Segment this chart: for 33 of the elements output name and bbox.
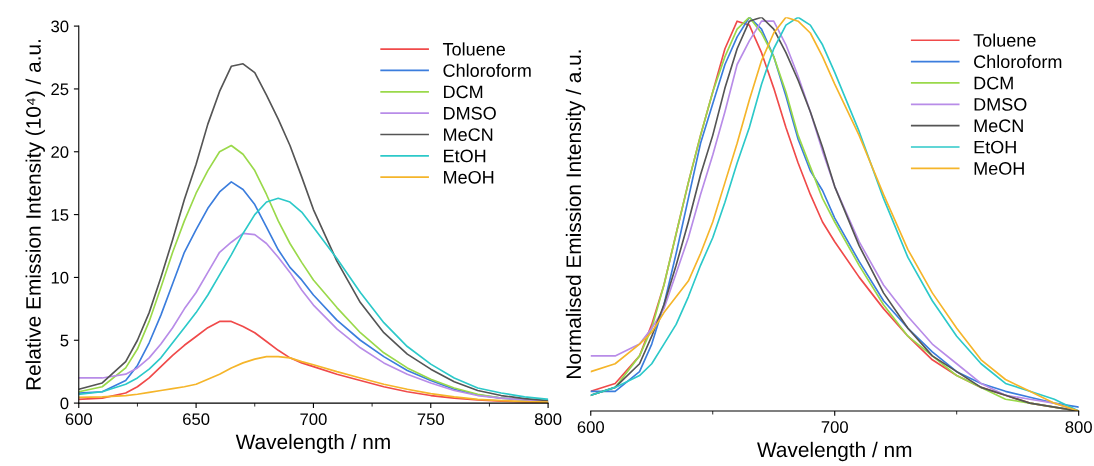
y-tick-label: 30 bbox=[51, 20, 69, 33]
legend-label: EtOH bbox=[974, 140, 1016, 154]
legend-label: MeOH bbox=[444, 170, 494, 184]
y-tick-label: 0 bbox=[60, 397, 69, 410]
legend-label: DCM bbox=[444, 85, 483, 99]
legend-label: EtOH bbox=[444, 149, 486, 163]
legend-label: DMSO bbox=[444, 106, 496, 120]
x-tick-label: 700 bbox=[821, 421, 848, 433]
x-tick-label: 700 bbox=[300, 413, 327, 426]
x-tick-label: 800 bbox=[1065, 421, 1092, 433]
x-tick-label: 800 bbox=[534, 413, 562, 426]
y-tick-label: 15 bbox=[51, 209, 69, 221]
x-tick-label: 600 bbox=[577, 421, 605, 433]
legend-label: DCM bbox=[974, 76, 1013, 90]
legend-label: Toluene bbox=[442, 42, 505, 56]
legend-label: Toluene bbox=[973, 33, 1036, 47]
y-tick-label: 25 bbox=[51, 83, 69, 96]
y-tick-label: 10 bbox=[51, 271, 69, 284]
x-axis-title: Wavelength / nm bbox=[235, 433, 390, 454]
x-tick-label: 600 bbox=[65, 413, 93, 426]
y-axis-title: Relative Emission Intensity (10⁴) / a.u. bbox=[25, 40, 45, 390]
y-axis-title: Normalised Emission Intensity / a.u. bbox=[565, 50, 586, 378]
legend-label: MeCN bbox=[444, 128, 493, 141]
x-tick-label: 750 bbox=[417, 413, 445, 426]
x-axis-title: Wavelength / nm bbox=[757, 441, 912, 462]
legend-label: MeCN bbox=[974, 119, 1023, 133]
x-tick-label: 650 bbox=[183, 413, 210, 426]
legend-label: Chloroform bbox=[974, 54, 1062, 69]
legend-label: Chloroform bbox=[443, 63, 531, 77]
y-tick-label: 20 bbox=[51, 146, 69, 158]
legend-label: MeOH bbox=[974, 162, 1024, 175]
legend-label: DMSO bbox=[974, 98, 1027, 111]
y-tick-label: 5 bbox=[60, 334, 69, 347]
